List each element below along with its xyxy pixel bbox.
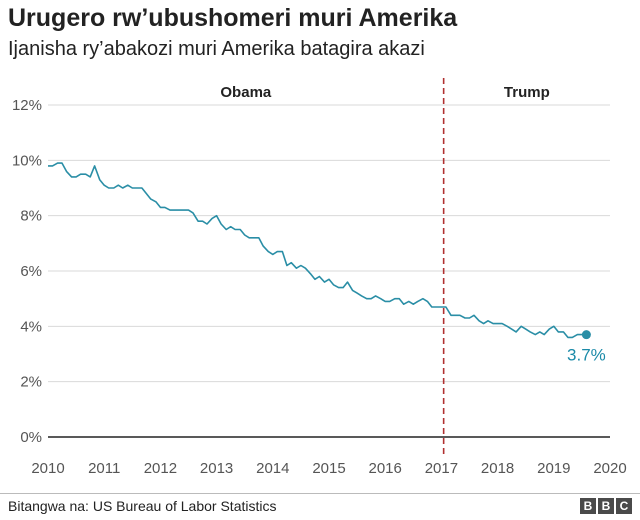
period-labels: Obama Trump	[220, 84, 549, 101]
latest-value-label: 3.7%	[567, 346, 606, 365]
x-tick-label: 2018	[481, 460, 514, 477]
source-note: Bitangwa na: US Bureau of Labor Statisti…	[8, 498, 277, 514]
x-tick-label: 2020	[593, 460, 626, 477]
y-tick-label: 6%	[20, 263, 42, 280]
latest-value-point	[581, 330, 591, 340]
bbc-logo-letter: B	[580, 498, 596, 514]
x-tick-label: 2011	[88, 460, 120, 477]
x-tick-label: 2013	[200, 460, 233, 477]
y-tick-label: 0%	[20, 429, 42, 446]
y-tick-label: 10%	[12, 152, 42, 169]
chart-subtitle: Ijanisha ry’abakozi muri Amerika batagir…	[8, 38, 425, 60]
x-axis-ticks: 2010 2011 2012 2013 2014 2015 2016 2017 2018 2019…	[31, 460, 626, 477]
x-tick-label: 2019	[537, 460, 570, 477]
line-chart: 0%2%4%6%8%10%12% 2010 2011 2012 2013 2014 201…	[12, 78, 627, 477]
bbc-logo-letter: B	[598, 498, 614, 514]
chart-title: Urugero rw’ubushomeri muri Amerika	[8, 4, 458, 32]
y-tick-label: 2%	[20, 374, 42, 391]
y-axis-ticks: 0% 2% 4% 6% 8% 10% 12%	[12, 97, 42, 446]
x-tick-label: 2012	[144, 460, 177, 477]
bbc-logo: B B C	[580, 498, 632, 514]
x-tick-label: 2016	[369, 460, 402, 477]
x-tick-label: 2010	[31, 460, 64, 477]
footer-divider	[0, 493, 640, 494]
unemployment-line	[48, 162, 587, 339]
gridlines	[48, 104, 610, 383]
period-label: Obama	[220, 84, 272, 101]
x-tick-label: 2015	[312, 460, 345, 477]
y-tick-label: 12%	[12, 97, 42, 114]
y-tick-label: 4%	[20, 318, 42, 335]
bbc-logo-letter: C	[616, 498, 632, 514]
period-label: Trump	[504, 84, 550, 101]
x-tick-label: 2014	[256, 460, 289, 477]
x-tick-label: 2017	[425, 460, 458, 477]
y-tick-label: 8%	[20, 208, 42, 225]
